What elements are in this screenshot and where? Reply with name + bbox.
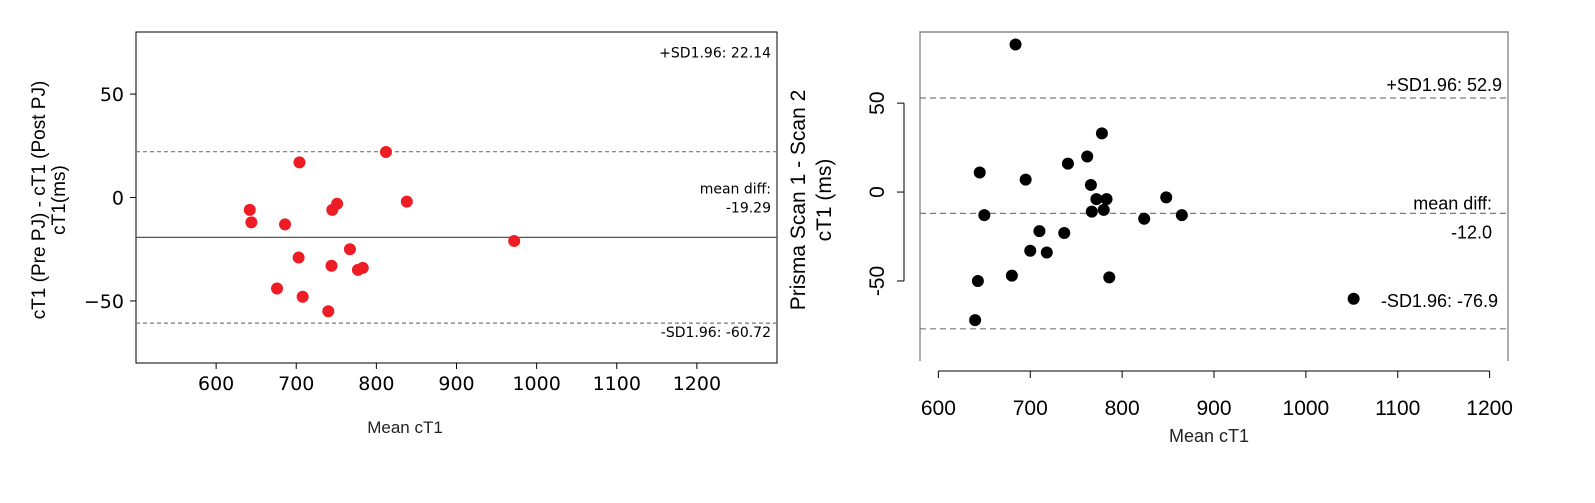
reference-line-label: mean diff: (700, 181, 771, 197)
data-point (1005, 269, 1018, 282)
data-point (1100, 193, 1113, 206)
reference-line-label: -SD1.96: -60.72 (661, 325, 771, 341)
data-point (978, 209, 991, 222)
data-point (271, 282, 284, 295)
reference-line-label: -12.0 (1451, 222, 1492, 242)
data-point (279, 218, 292, 231)
y-tick-label: 0 (112, 188, 124, 210)
data-point (243, 203, 256, 216)
y-tick-label: 0 (866, 186, 889, 198)
data-point (1081, 150, 1094, 163)
data-point (343, 243, 356, 256)
data-point (1040, 246, 1053, 259)
data-point (508, 234, 521, 247)
reference-line-label: -19.29 (726, 200, 771, 216)
data-point (325, 259, 338, 272)
data-point (331, 197, 344, 210)
data-point (1347, 292, 1360, 305)
y-axis-label: Prisma Scan 1 - Scan 2 (787, 90, 810, 311)
x-axis-label: Mean cT1 (367, 418, 443, 437)
x-tick-label: 900 (438, 373, 474, 395)
y-tick-label: −50 (84, 291, 124, 313)
x-tick-label: 1200 (673, 373, 721, 395)
x-tick-label: 1100 (593, 373, 641, 395)
x-tick-label: 700 (278, 373, 314, 395)
x-tick-label: 600 (921, 397, 956, 420)
x-tick-label: 1000 (1283, 397, 1330, 420)
data-point (1019, 173, 1032, 186)
x-axis-label: Mean cT1 (1169, 426, 1249, 446)
x-tick-label: 900 (1196, 397, 1231, 420)
data-point (1138, 212, 1151, 225)
data-point (1058, 226, 1071, 239)
data-point (1103, 271, 1116, 284)
data-point (973, 166, 986, 179)
data-point (322, 305, 335, 318)
data-point (296, 290, 309, 303)
data-point (1061, 157, 1074, 170)
x-tick-label: 800 (1105, 397, 1140, 420)
y-tick-label: 50 (100, 84, 124, 106)
data-point (969, 314, 982, 327)
reference-line-label: +SD1.96: 22.14 (659, 46, 771, 62)
y-tick-label: 50 (866, 91, 889, 114)
chart-panel-2: 600 700 800 900 1000 1100 1200 50 0 -50 +SD1.96: 5… (787, 31, 1513, 446)
y-axis-label: cT1 (Pre PJ) - cT1 (Post PJ) (29, 81, 50, 320)
plot-frame (919, 31, 1509, 361)
data-point (245, 216, 258, 229)
x-tick-label: 1000 (512, 373, 560, 395)
data-point (1033, 225, 1046, 238)
x-tick-label: 700 (1013, 397, 1048, 420)
data-point (379, 145, 392, 158)
data-point (1175, 209, 1188, 222)
data-point (1097, 203, 1110, 216)
plot-frame (135, 31, 778, 364)
data-point (400, 195, 413, 208)
data-point (1085, 205, 1098, 218)
y-axis-label: cT1(ms) (49, 165, 70, 235)
data-point (1009, 38, 1022, 51)
x-tick-label: 600 (198, 373, 234, 395)
reference-line-label: +SD1.96: 52.9 (1386, 75, 1502, 95)
chart-panel-1: 600 700 800 900 1000 1100 1200 50 0 −50 +SD1.96: 2… (29, 31, 778, 437)
data-point (1095, 127, 1108, 140)
data-point (292, 251, 305, 264)
reference-line-label: mean diff: (1413, 193, 1492, 213)
data-point (1024, 244, 1037, 257)
y-axis-label: cT1 (ms) (813, 159, 836, 242)
data-point (356, 261, 369, 274)
data-point (1160, 191, 1173, 204)
x-tick-label: 1200 (1466, 397, 1513, 420)
x-tick-label: 800 (358, 373, 394, 395)
data-point (971, 274, 984, 287)
x-tick-label: 1100 (1375, 397, 1420, 420)
data-point (293, 156, 306, 169)
data-point (1090, 193, 1103, 206)
reference-line-label: -SD1.96: -76.9 (1381, 291, 1498, 311)
y-tick-label: -50 (866, 266, 889, 296)
data-point (1084, 178, 1097, 191)
